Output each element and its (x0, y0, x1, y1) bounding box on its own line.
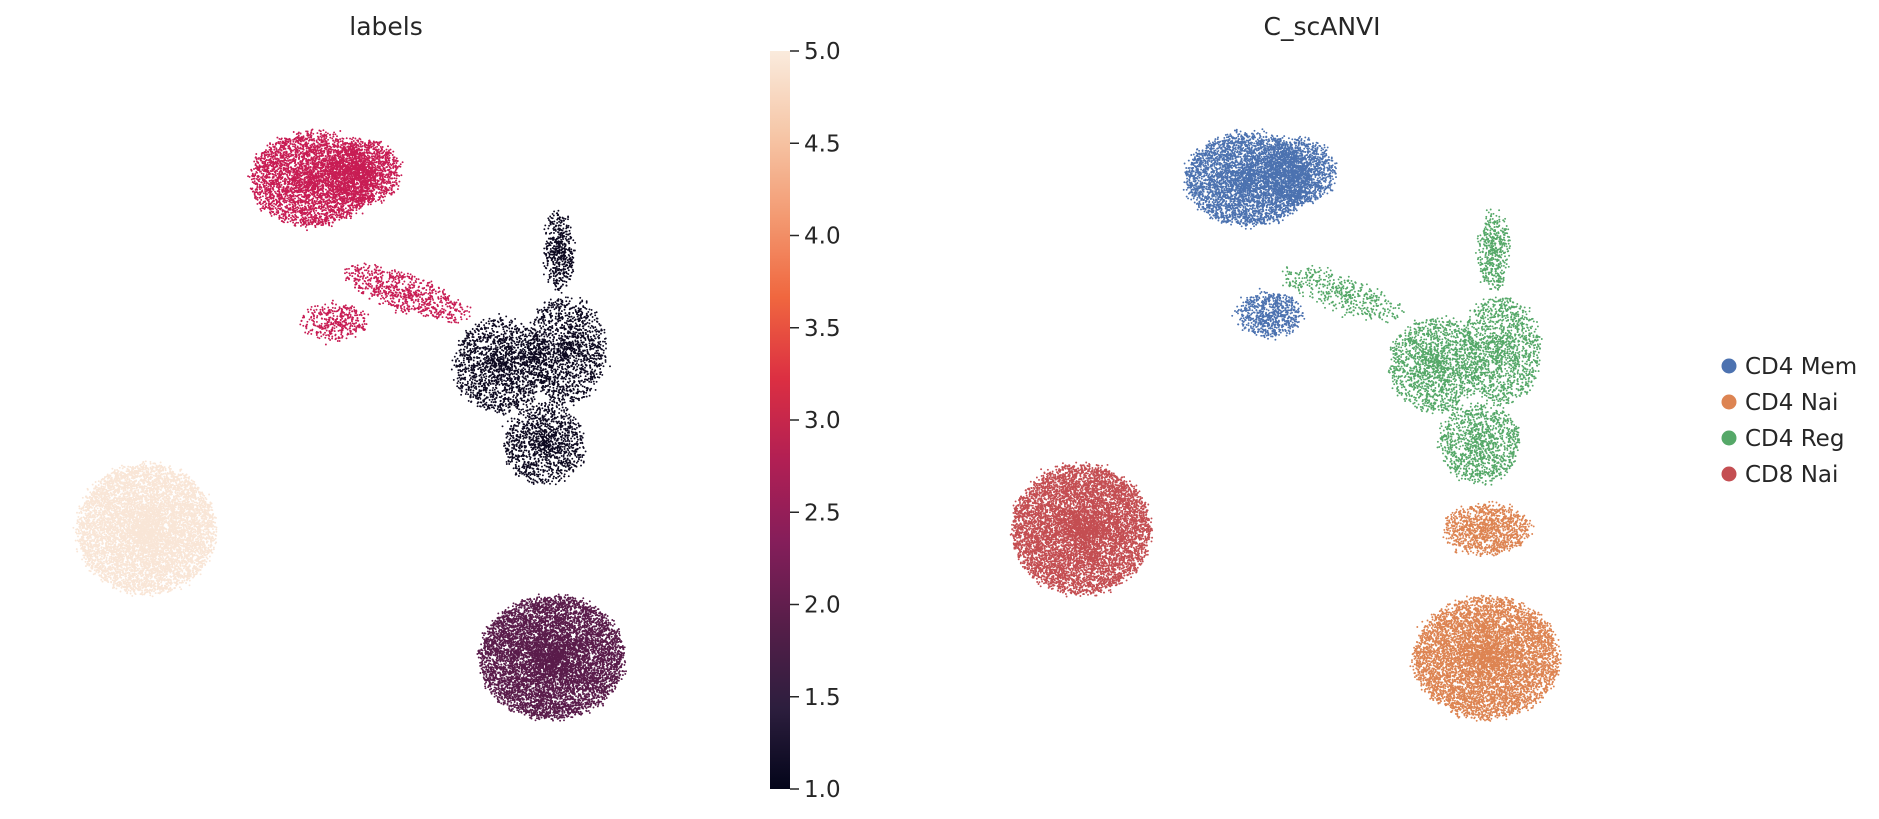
colorbar-tick-label: 2.0 (804, 593, 841, 619)
colorbar-tick-label: 1.5 (804, 685, 841, 711)
colorbar-tick-label: 3.0 (804, 408, 841, 434)
legend-label: CD4 Mem (1745, 354, 1857, 380)
scatter-points-label-5 (72, 460, 217, 597)
colorbar: 1.0 1.5 2.0 2.5 3.0 3.5 4.0 4.5 5.0 (770, 39, 841, 803)
colorbar-gradient (770, 51, 790, 789)
scatter-points-cd8-nai (1010, 462, 1153, 598)
panel-c-scanvi-title: C_scANVI (1263, 12, 1380, 41)
legend-item: CD4 Nai (1722, 390, 1839, 416)
colorbar-tick-label: 4.5 (804, 131, 841, 157)
legend-marker (1722, 359, 1737, 374)
legend-label: CD4 Nai (1745, 390, 1838, 416)
panel-labels-scatter (72, 128, 627, 721)
scatter-points-label-2.1 (476, 593, 627, 721)
legend-marker (1722, 431, 1737, 446)
scatter-points-cd4-reg (1282, 209, 1543, 486)
colorbar-tick-label: 1.0 (804, 777, 841, 803)
colorbar-tick-label: 5.0 (804, 39, 841, 65)
colorbar-tick-label: 3.5 (804, 316, 841, 342)
legend: CD4 Mem CD4 Nai CD4 Reg CD8 Nai (1722, 354, 1858, 488)
legend-marker (1722, 395, 1737, 410)
legend-marker (1722, 467, 1737, 482)
scatter-points-label-3 (247, 128, 471, 345)
legend-label: CD8 Nai (1745, 462, 1838, 488)
panel-c-scanvi-scatter (1010, 128, 1562, 722)
panel-c-scanvi: C_scANVI (1010, 12, 1562, 722)
legend-item: CD8 Nai (1722, 462, 1839, 488)
panel-labels: labels (72, 12, 627, 722)
panel-labels-title: labels (349, 12, 423, 41)
scatter-points-cd4-nai (1409, 501, 1561, 722)
colorbar-tick-label: 4.0 (804, 224, 841, 250)
colorbar-tick-label: 2.5 (804, 500, 841, 526)
legend-item: CD4 Reg (1722, 426, 1845, 452)
legend-item: CD4 Mem (1722, 354, 1858, 380)
legend-label: CD4 Reg (1745, 426, 1844, 452)
colorbar-ticks: 1.0 1.5 2.0 2.5 3.0 3.5 4.0 4.5 5.0 (790, 39, 841, 803)
scatter-points-label-1 (451, 210, 611, 486)
scatter-points-cd4-mem (1183, 128, 1338, 340)
